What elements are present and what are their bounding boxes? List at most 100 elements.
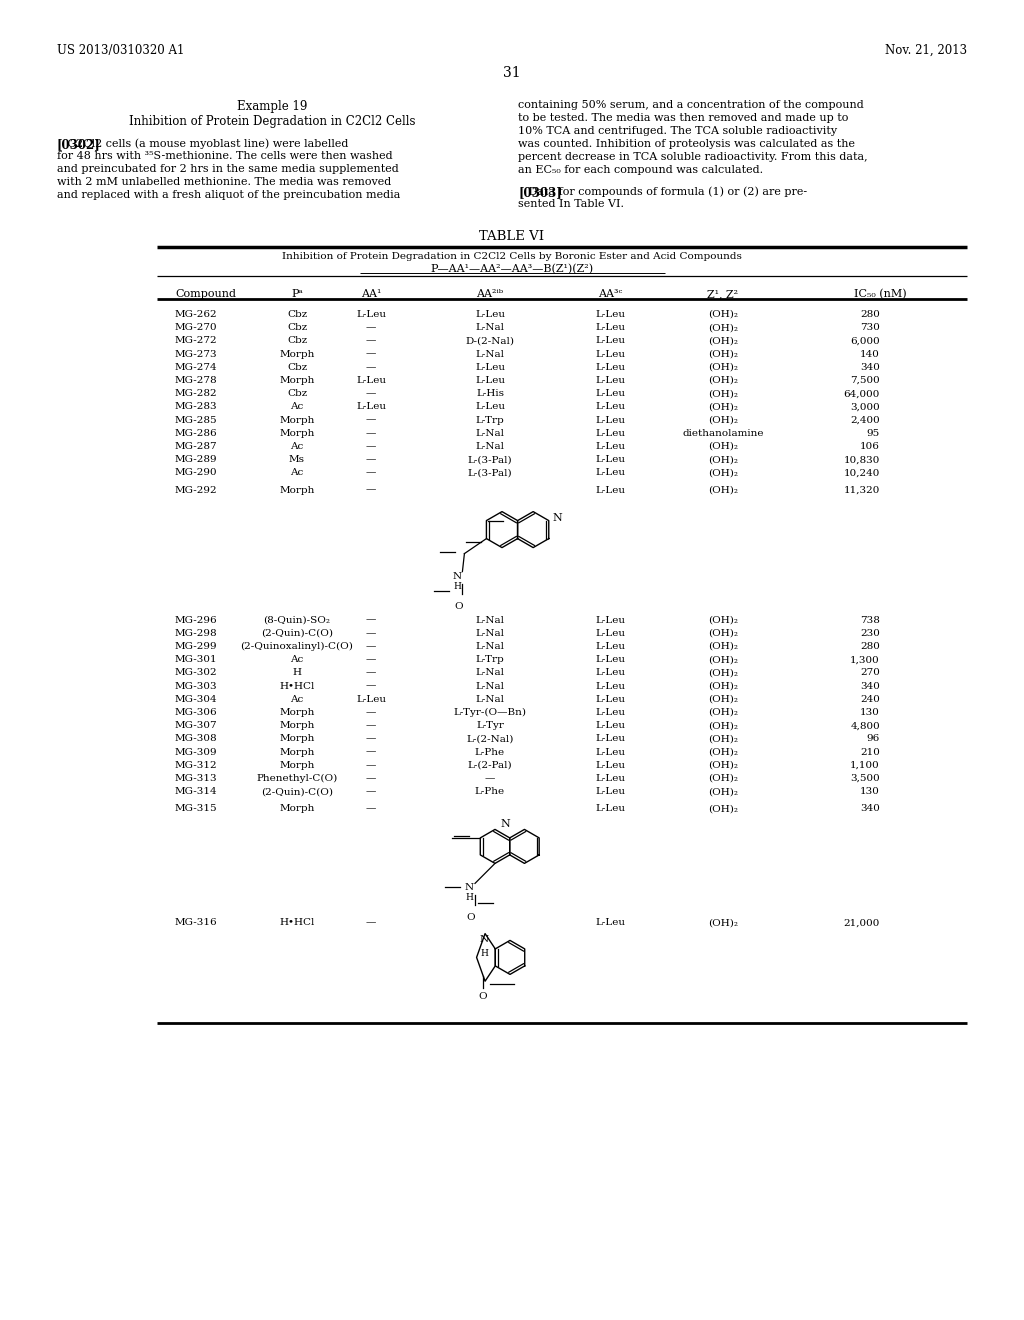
Text: 340: 340 <box>860 804 880 813</box>
Text: 10% TCA and centrifuged. The TCA soluble radioactivity: 10% TCA and centrifuged. The TCA soluble… <box>518 125 838 136</box>
Text: MG-315: MG-315 <box>175 804 218 813</box>
Text: Morph: Morph <box>280 804 314 813</box>
Text: —: — <box>366 919 376 928</box>
Text: L-Leu: L-Leu <box>595 628 625 638</box>
Text: Example 19: Example 19 <box>237 100 307 114</box>
Text: MG-296: MG-296 <box>175 615 218 624</box>
Text: L-Nal: L-Nal <box>475 615 505 624</box>
Text: L-Nal: L-Nal <box>475 442 505 451</box>
Text: L-Leu: L-Leu <box>475 403 505 412</box>
Text: L-Leu: L-Leu <box>595 774 625 783</box>
Text: MG-287: MG-287 <box>175 442 218 451</box>
Text: (OH)₂: (OH)₂ <box>708 681 738 690</box>
Text: (OH)₂: (OH)₂ <box>708 668 738 677</box>
Text: L-Leu: L-Leu <box>595 655 625 664</box>
Text: L-Leu: L-Leu <box>595 455 625 465</box>
Text: 106: 106 <box>860 442 880 451</box>
Text: L-Leu: L-Leu <box>595 363 625 372</box>
Text: H: H <box>480 949 488 958</box>
Text: (OH)₂: (OH)₂ <box>708 708 738 717</box>
Text: —: — <box>366 350 376 359</box>
Text: H•HCl: H•HCl <box>280 919 314 928</box>
Text: Cbz: Cbz <box>287 389 307 399</box>
Text: L-Leu: L-Leu <box>475 310 505 319</box>
Text: L-Leu: L-Leu <box>595 403 625 412</box>
Text: MG-290: MG-290 <box>175 469 218 478</box>
Text: D-(2-Nal): D-(2-Nal) <box>466 337 514 346</box>
Text: L-Nal: L-Nal <box>475 681 505 690</box>
Text: 730: 730 <box>860 323 880 333</box>
Text: Ac: Ac <box>291 442 304 451</box>
Text: Cbz: Cbz <box>287 363 307 372</box>
Text: Ac: Ac <box>291 403 304 412</box>
Text: MG-283: MG-283 <box>175 403 218 412</box>
Text: L-Tyr-(O—Bn): L-Tyr-(O—Bn) <box>454 708 526 717</box>
Text: containing 50% serum, and a concentration of the compound: containing 50% serum, and a concentratio… <box>518 100 864 110</box>
Text: 1,100: 1,100 <box>850 760 880 770</box>
Text: Ms: Ms <box>289 455 305 465</box>
Text: was counted. Inhibition of proteolysis was calculated as the: was counted. Inhibition of proteolysis w… <box>518 139 855 149</box>
Text: L-Nal: L-Nal <box>475 694 505 704</box>
Text: 4,800: 4,800 <box>850 721 880 730</box>
Text: —: — <box>366 787 376 796</box>
Text: 10,240: 10,240 <box>844 469 880 478</box>
Text: L-Leu: L-Leu <box>356 310 386 319</box>
Text: Phenethyl-C(O): Phenethyl-C(O) <box>256 774 338 783</box>
Text: with 2 mM unlabelled methionine. The media was removed: with 2 mM unlabelled methionine. The med… <box>57 177 391 187</box>
Text: diethanolamine: diethanolamine <box>682 429 764 438</box>
Text: MG-289: MG-289 <box>175 455 218 465</box>
Text: L-Leu: L-Leu <box>595 708 625 717</box>
Text: —: — <box>366 416 376 425</box>
Text: 240: 240 <box>860 694 880 704</box>
Text: L-Tyr: L-Tyr <box>476 721 504 730</box>
Text: 738: 738 <box>860 615 880 624</box>
Text: (OH)₂: (OH)₂ <box>708 376 738 385</box>
Text: L-Leu: L-Leu <box>595 721 625 730</box>
Text: L-Leu: L-Leu <box>356 694 386 704</box>
Text: 130: 130 <box>860 708 880 717</box>
Text: L-(3-Pal): L-(3-Pal) <box>468 455 512 465</box>
Text: L-Nal: L-Nal <box>475 350 505 359</box>
Text: P—AA¹—AA²—AA³—B(Z¹)(Z²): P—AA¹—AA²—AA³—B(Z¹)(Z²) <box>430 264 594 275</box>
Text: —: — <box>366 455 376 465</box>
Text: —: — <box>366 486 376 495</box>
Text: 340: 340 <box>860 363 880 372</box>
Text: MG-301: MG-301 <box>175 655 218 664</box>
Text: L-Leu: L-Leu <box>595 642 625 651</box>
Text: L-(3-Pal): L-(3-Pal) <box>468 469 512 478</box>
Text: N: N <box>453 572 462 581</box>
Text: 230: 230 <box>860 628 880 638</box>
Text: Morph: Morph <box>280 721 314 730</box>
Text: Cbz: Cbz <box>287 323 307 333</box>
Text: 6,000: 6,000 <box>850 337 880 346</box>
Text: H: H <box>293 668 301 677</box>
Text: (OH)₂: (OH)₂ <box>708 350 738 359</box>
Text: Morph: Morph <box>280 350 314 359</box>
Text: MG-314: MG-314 <box>175 787 218 796</box>
Text: —: — <box>366 747 376 756</box>
Text: L-Leu: L-Leu <box>595 787 625 796</box>
Text: Ac: Ac <box>291 694 304 704</box>
Text: Morph: Morph <box>280 416 314 425</box>
Text: MG-309: MG-309 <box>175 747 218 756</box>
Text: —: — <box>366 721 376 730</box>
Text: MG-262: MG-262 <box>175 310 218 319</box>
Text: L-Leu: L-Leu <box>595 804 625 813</box>
Text: MG-286: MG-286 <box>175 429 218 438</box>
Text: —: — <box>366 429 376 438</box>
Text: H: H <box>465 894 473 903</box>
Text: L-Nal: L-Nal <box>475 323 505 333</box>
Text: MG-312: MG-312 <box>175 760 218 770</box>
Text: —: — <box>366 389 376 399</box>
Text: (OH)₂: (OH)₂ <box>708 734 738 743</box>
Text: (OH)₂: (OH)₂ <box>708 389 738 399</box>
Text: N: N <box>553 512 562 523</box>
Text: (OH)₂: (OH)₂ <box>708 615 738 624</box>
Text: L-Nal: L-Nal <box>475 668 505 677</box>
Text: Cbz: Cbz <box>287 310 307 319</box>
Text: (OH)₂: (OH)₂ <box>708 919 738 928</box>
Text: 10,830: 10,830 <box>844 455 880 465</box>
Text: L-Nal: L-Nal <box>475 642 505 651</box>
Text: MG-278: MG-278 <box>175 376 218 385</box>
Text: MG-304: MG-304 <box>175 694 218 704</box>
